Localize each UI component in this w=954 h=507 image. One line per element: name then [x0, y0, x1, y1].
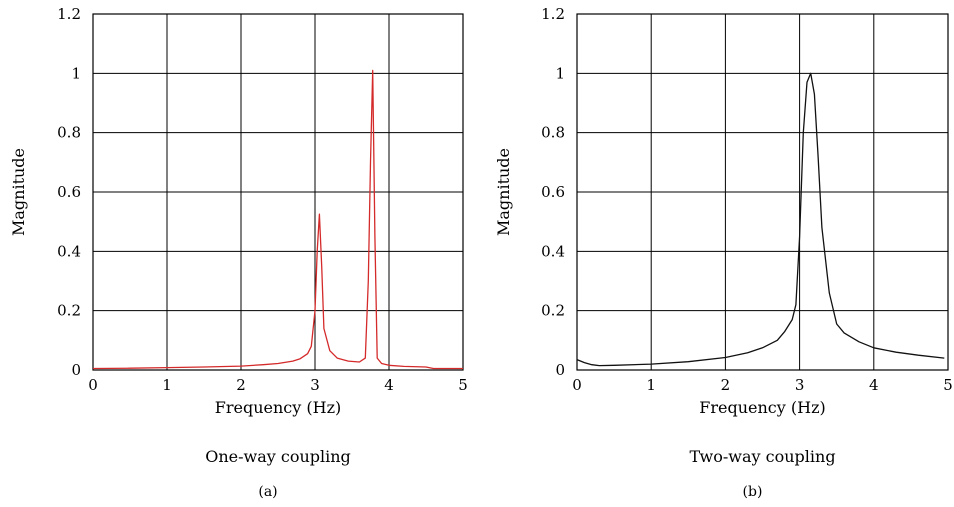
y-tick-label: 1.2 — [541, 5, 565, 23]
y-tick-label: 1.2 — [57, 5, 81, 23]
series-line — [576, 72, 945, 367]
y-axis-label: Magnitude — [9, 148, 28, 236]
y-tick-label: 1 — [555, 64, 565, 82]
y-tick-label: 1 — [71, 64, 81, 82]
x-tick-label: 2 — [721, 376, 731, 394]
x-tick-label: 2 — [236, 376, 246, 394]
x-tick-label: 3 — [795, 376, 805, 394]
chart-caption: Two-way coupling — [689, 447, 835, 466]
y-tick-label: 0.8 — [57, 124, 81, 142]
chart-caption: One-way coupling — [205, 447, 351, 466]
y-tick-label: 0.2 — [57, 302, 81, 320]
panel-label: (a) — [258, 484, 277, 500]
x-tick-label: 4 — [869, 376, 879, 394]
plot-frame — [576, 13, 949, 371]
y-tick-label: 0.6 — [541, 183, 565, 201]
plot-frame — [92, 13, 464, 371]
x-tick-label: 1 — [646, 376, 656, 394]
y-tick-label: 0.4 — [57, 242, 81, 260]
x-tick-label: 1 — [162, 376, 172, 394]
panel-label: (b) — [743, 484, 763, 500]
x-tick-label: 3 — [310, 376, 320, 394]
y-tick-label: 0.2 — [541, 302, 565, 320]
x-axis-label: Frequency (Hz) — [215, 398, 342, 417]
x-tick-label: 5 — [458, 376, 468, 394]
chart-one-way-coupling: 0 1 2 3 4 5 0 0.2 0.4 0.6 0.8 1 1.2 Frequency (Hz) Mag… — [9, 5, 468, 500]
x-axis-label: Frequency (Hz) — [699, 398, 826, 417]
y-tick-label: 0 — [71, 361, 81, 379]
y-axis-label: Magnitude — [494, 148, 513, 236]
x-tick-label: 0 — [572, 376, 582, 394]
y-tick-label: 0.8 — [541, 124, 565, 142]
x-tick-label: 0 — [88, 376, 98, 394]
y-tick-label: 0.6 — [57, 183, 81, 201]
x-tick-label: 5 — [943, 376, 953, 394]
y-tick-label: 0.4 — [541, 242, 565, 260]
chart-two-way-coupling: 0 1 2 3 4 5 0 0.2 0.4 0.6 0.8 1 1.2 Frequency (Hz) Mag… — [494, 5, 953, 500]
y-tick-label: 0 — [555, 361, 565, 379]
x-tick-label: 4 — [384, 376, 394, 394]
series-line — [92, 69, 463, 370]
